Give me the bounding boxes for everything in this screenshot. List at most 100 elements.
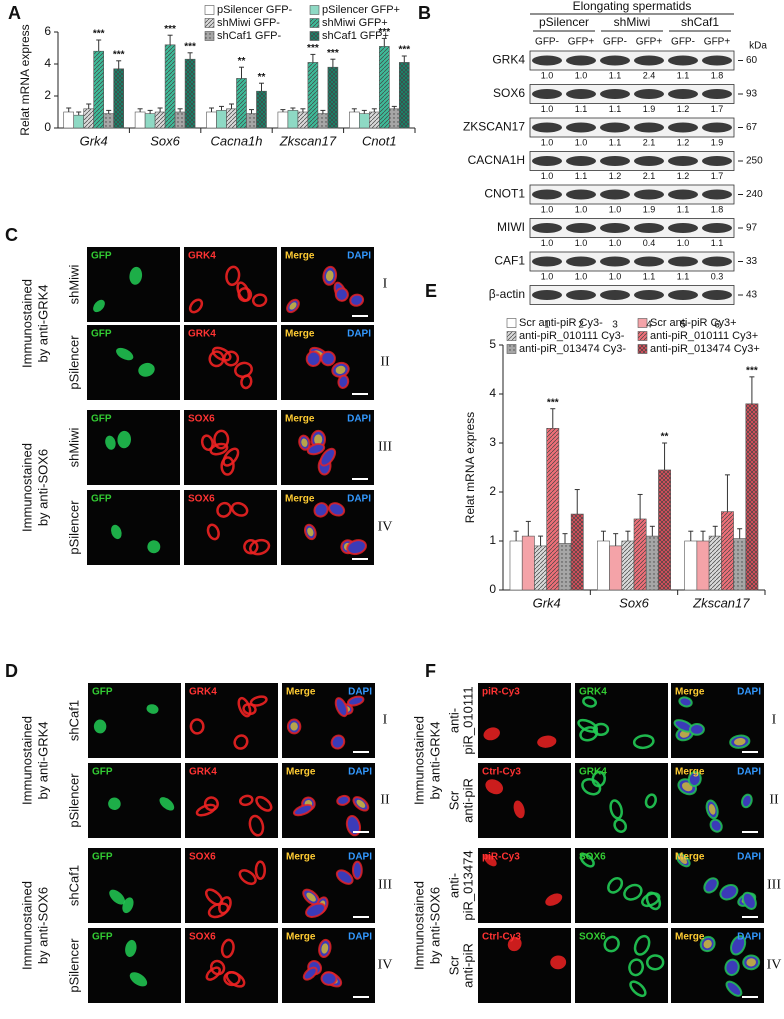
legend-label: Scr anti-piR Cy3+ — [650, 317, 737, 329]
error-bar — [649, 525, 655, 537]
cell — [233, 734, 249, 750]
cell — [147, 540, 161, 554]
error-bar — [116, 60, 122, 69]
significance: ** — [238, 56, 246, 67]
channel-label: piR-Cy3 — [482, 852, 520, 863]
band — [600, 223, 630, 233]
bar — [684, 540, 698, 591]
error-bar — [310, 53, 316, 63]
cell — [146, 704, 159, 714]
micrograph: Merge DAPI — [282, 928, 375, 1003]
group-title: by anti-GRK4 — [35, 721, 50, 799]
cell-overlay — [699, 935, 716, 953]
cell-overlay — [719, 884, 739, 901]
cell-overlay — [319, 447, 337, 467]
error-bar — [550, 408, 556, 429]
row-numeral: II — [380, 793, 390, 808]
quant-value: 1.7 — [711, 171, 724, 181]
group-label: shCaf1 — [681, 15, 719, 29]
y-tick-label: 2 — [44, 88, 51, 102]
condition-label: piR_013474 — [460, 850, 475, 920]
channel-label: SOX6 — [189, 852, 216, 863]
bar — [733, 538, 747, 591]
cell — [249, 538, 271, 556]
kda-value: 250 — [746, 156, 763, 167]
cell — [645, 954, 665, 971]
cell — [632, 734, 655, 750]
row-numeral: I — [383, 713, 388, 728]
image-bg — [184, 325, 277, 400]
band — [668, 223, 698, 233]
channel-label: GFP — [91, 494, 112, 505]
cell — [111, 524, 122, 540]
x-tick-label: Grk4 — [533, 595, 561, 610]
cell-overlay — [305, 350, 322, 368]
error-bar — [86, 103, 92, 109]
band — [668, 256, 698, 267]
band — [668, 290, 698, 300]
x-tick-label: Zkscan17 — [692, 595, 750, 610]
condition-label: pSilencer — [66, 500, 81, 555]
legend-swatch — [309, 18, 320, 28]
quant-value: 1.0 — [541, 171, 554, 181]
error-bar — [724, 474, 730, 512]
quant-value: 1.2 — [677, 104, 690, 114]
nucleus — [347, 540, 366, 555]
band — [600, 256, 630, 267]
condition-label: anti-piR — [460, 943, 475, 988]
significance: ** — [661, 432, 669, 443]
protein-label: CACNA1H — [468, 153, 525, 167]
group-label: pSilencer — [539, 15, 589, 29]
condition-label: anti-piR — [460, 778, 475, 823]
significance: *** — [547, 397, 559, 408]
cell — [248, 814, 265, 837]
cell — [592, 722, 610, 737]
micrograph: GRK4 — [185, 683, 278, 758]
band — [634, 290, 664, 300]
micrograph: Merge DAPI — [671, 763, 764, 838]
micrograph: Merge DAPI — [282, 763, 375, 838]
lane-number: 1 — [544, 320, 550, 331]
micrograph: GRK4 — [184, 247, 277, 322]
error-bar — [320, 109, 326, 114]
cell — [255, 795, 273, 812]
kda-value: 60 — [746, 55, 758, 66]
cell — [216, 501, 232, 518]
cell — [195, 803, 217, 817]
band — [600, 55, 630, 66]
nucleus — [674, 720, 693, 732]
x-tick-label: Sox6 — [619, 595, 649, 610]
quant-value: 1.0 — [575, 238, 588, 248]
blot-title: Elongating spermatids — [573, 0, 692, 13]
cell — [205, 966, 221, 981]
condition-label: anti- — [446, 708, 461, 733]
nucleus — [726, 981, 742, 996]
kda-value: 97 — [746, 223, 758, 234]
legend-swatch — [637, 344, 648, 354]
channel-label: GFP — [91, 329, 112, 340]
error-bar — [177, 108, 183, 112]
cell — [513, 800, 525, 819]
bar — [388, 108, 400, 129]
bar — [359, 113, 370, 129]
bar — [708, 535, 722, 591]
band — [566, 89, 596, 99]
cell — [125, 939, 137, 958]
cell — [209, 442, 229, 456]
quant-value: 1.1 — [609, 104, 622, 114]
quant-value: 1.1 — [575, 171, 588, 181]
protein-label: CAF1 — [494, 254, 525, 268]
channel-label: Merge — [675, 852, 705, 863]
cell — [93, 719, 107, 734]
channel-label: GFP — [92, 767, 113, 778]
cell — [200, 434, 214, 451]
cell-overlay — [709, 818, 723, 833]
cell — [105, 435, 116, 450]
y-axis-label: Relat mRNA express — [463, 412, 477, 523]
cell-overlay — [289, 302, 297, 310]
cell — [220, 456, 235, 476]
cell-overlay — [320, 971, 338, 986]
image-bg — [575, 683, 668, 758]
band — [702, 89, 732, 99]
band — [566, 55, 596, 66]
